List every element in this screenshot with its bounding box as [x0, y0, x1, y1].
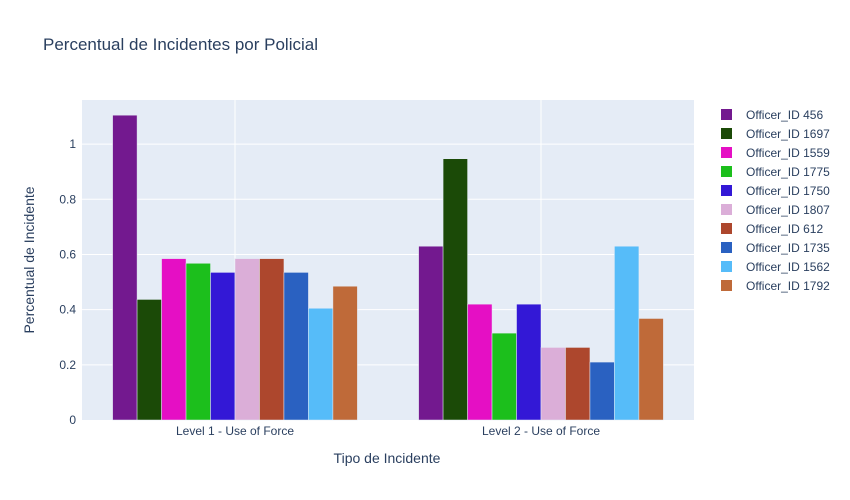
- y-tick-label: 0.2: [59, 358, 76, 372]
- legend-swatch: [721, 128, 732, 139]
- bar: [589, 361, 615, 421]
- bar: [614, 245, 640, 421]
- y-tick-label: 0.6: [59, 247, 76, 261]
- bar: [540, 347, 566, 421]
- legend-label: Officer_ID 1792: [746, 279, 830, 293]
- bar: [136, 299, 162, 421]
- x-axis-title: Tipo de Incidente: [334, 450, 441, 466]
- legend-label: Officer_ID 1750: [746, 184, 830, 198]
- x-axis-ticks: Level 1 - Use of Force Level 2 - Use of F…: [176, 424, 600, 438]
- x-tick-label: Level 2 - Use of Force: [482, 424, 600, 438]
- legend-swatch: [721, 147, 732, 158]
- bar: [234, 258, 260, 421]
- legend-label: Officer_ID 1775: [746, 165, 830, 179]
- legend-swatch: [721, 242, 732, 253]
- bar: [185, 263, 211, 421]
- bar: [112, 114, 138, 421]
- bar: [210, 272, 236, 421]
- legend-swatch: [721, 204, 732, 215]
- x-tick-label: Level 1 - Use of Force: [176, 424, 294, 438]
- bars: [112, 114, 664, 421]
- bar: [467, 303, 493, 421]
- y-tick-label: 1: [69, 137, 76, 151]
- bar: [418, 245, 444, 421]
- bar: [259, 258, 285, 421]
- legend-label: Officer_ID 1697: [746, 127, 830, 141]
- bar: [283, 272, 309, 421]
- bar: [332, 285, 358, 421]
- legend: Officer_ID 456 Officer_ID 1697 Officer_ID …: [721, 108, 830, 293]
- legend-label: Officer_ID 612: [746, 222, 823, 236]
- legend-swatch: [721, 166, 732, 177]
- y-tick-label: 0.8: [59, 192, 76, 206]
- legend-swatch: [721, 261, 732, 272]
- legend-label: Officer_ID 1735: [746, 241, 830, 255]
- legend-swatch: [721, 185, 732, 196]
- legend-label: Officer_ID 1807: [746, 203, 830, 217]
- bar: [491, 332, 517, 421]
- y-tick-label: 0.4: [59, 303, 76, 317]
- bar: [565, 347, 591, 421]
- bar: [161, 258, 187, 421]
- legend-swatch: [721, 280, 732, 291]
- y-axis-title: Percentual de Incidente: [21, 186, 37, 333]
- y-axis-ticks: 0 0.2 0.4 0.6 0.8 1: [59, 137, 76, 427]
- chart-title: Percentual de Incidentes por Policial: [43, 35, 318, 54]
- y-tick-label: 0: [69, 413, 76, 427]
- legend-swatch: [721, 223, 732, 234]
- legend-label: Officer_ID 456: [746, 108, 823, 122]
- bar: [638, 318, 664, 421]
- legend-label: Officer_ID 1559: [746, 146, 830, 160]
- bar: [516, 303, 542, 421]
- bar: [442, 158, 468, 421]
- bar: [308, 308, 334, 421]
- legend-label: Officer_ID 1562: [746, 260, 830, 274]
- legend-swatch: [721, 109, 732, 120]
